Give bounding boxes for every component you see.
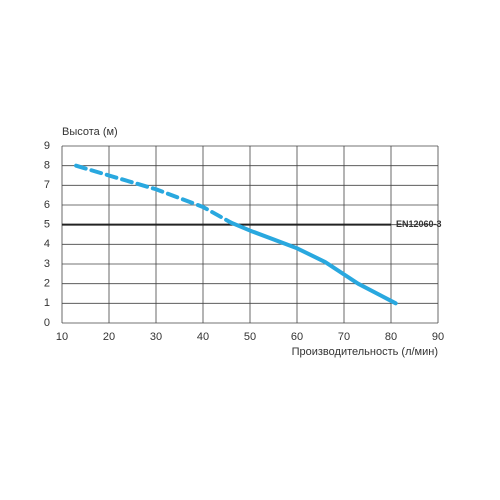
x-tick-label: 80 [385, 331, 397, 343]
y-tick-label: 5 [44, 219, 50, 231]
x-tick-label: 90 [432, 331, 444, 343]
y-tick-label: 7 [44, 179, 50, 191]
reference-label: EN12060-3 [396, 219, 442, 229]
y-tick-label: 1 [44, 297, 50, 309]
y-tick-label: 4 [44, 238, 50, 250]
x-tick-label: 50 [244, 331, 256, 343]
x-tick-label: 20 [103, 331, 115, 343]
y-tick-label: 2 [44, 278, 50, 290]
x-tick-label: 10 [56, 331, 68, 343]
data-line [229, 220, 398, 306]
y-tick-label: 0 [44, 317, 50, 329]
data-line [74, 163, 234, 225]
x-tick-label: 40 [197, 331, 209, 343]
x-tick-label: 60 [291, 331, 303, 343]
x-tick-label: 30 [150, 331, 162, 343]
y-tick-label: 3 [44, 258, 50, 270]
x-tick-label: 70 [338, 331, 350, 343]
y-tick-label: 6 [44, 199, 50, 211]
x-axis-label: Производительность (л/мин) [292, 346, 438, 358]
y-tick-label: 9 [44, 140, 50, 152]
y-axis-label: Высота (м) [62, 126, 118, 138]
y-tick-label: 8 [44, 160, 50, 172]
